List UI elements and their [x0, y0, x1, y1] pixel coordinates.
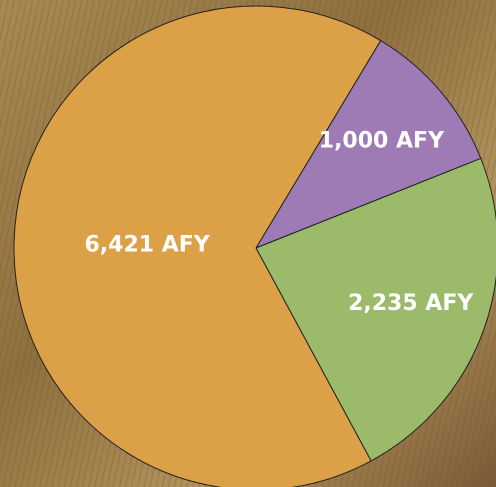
data-label: 2,235 AFY — [348, 291, 474, 316]
data-label: 1,000 AFY — [319, 128, 445, 153]
chart: 1,000 AFY 2,235 AFY 6,421 AFY — [0, 0, 496, 487]
data-label: 6,421 AFY — [85, 233, 211, 258]
page: 1,000 AFY2,235 AFY6,421 AFY (() => { con… — [0, 0, 496, 487]
